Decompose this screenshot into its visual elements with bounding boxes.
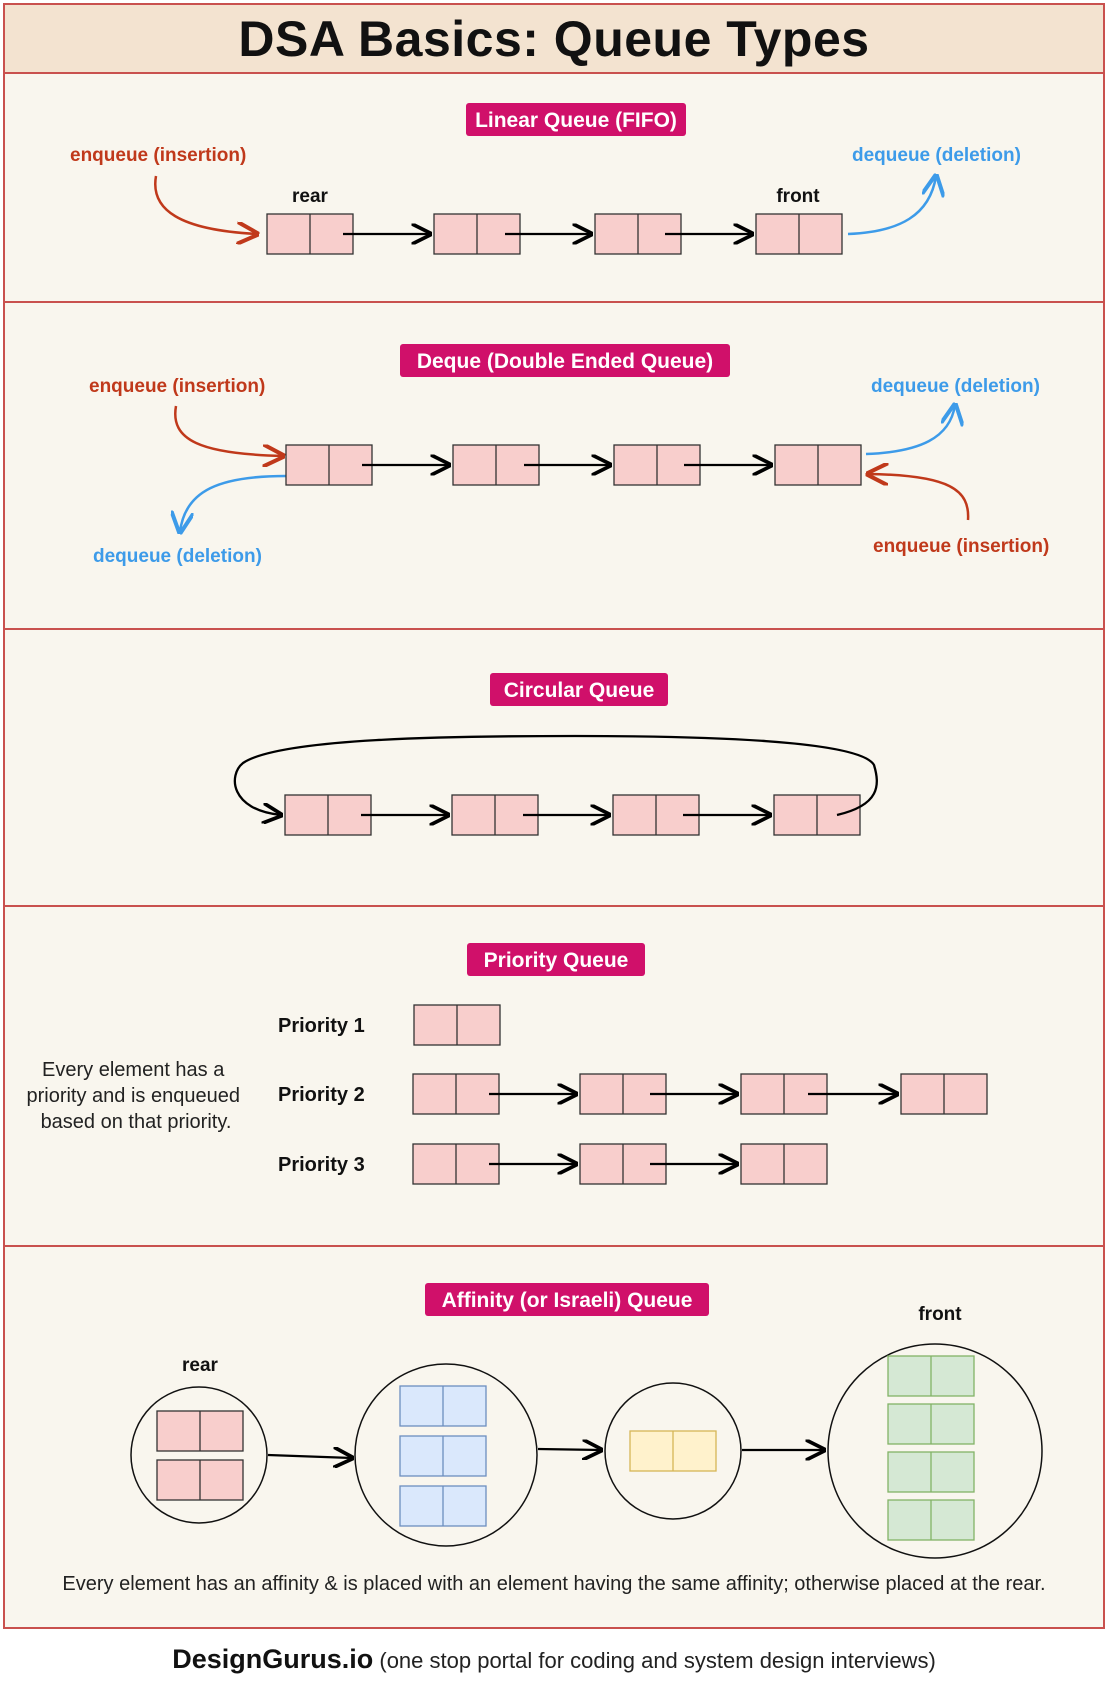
- deque-dequeue-right-label: dequeue (deletion): [871, 376, 1040, 397]
- section-dividers: [3, 301, 1105, 1247]
- circular-wrap-arrow: [233, 734, 878, 815]
- priority-row-label: Priority 2: [278, 1084, 365, 1106]
- deque-enqueue-right-arrow: [868, 474, 970, 521]
- priority-row-label: Priority 1: [278, 1015, 365, 1037]
- affinity-node: [887, 1355, 975, 1397]
- deque-title: Deque (Double Ended Queue): [417, 350, 713, 373]
- circular-node: [773, 794, 861, 836]
- deque-dequeue-left-label: dequeue (deletion): [93, 546, 262, 567]
- circular-queue-badge: [490, 673, 668, 706]
- deque-badge: [400, 344, 730, 377]
- section-circular-queue: Circular Queue: [233, 673, 878, 836]
- affinity-front-label: front: [918, 1304, 962, 1325]
- priority-queue-badge: [467, 943, 645, 976]
- affinity-queue-badge: [425, 1283, 709, 1316]
- priority-row-label: Priority 3: [278, 1154, 365, 1176]
- deque-dequeue-left-arrow: [180, 474, 287, 532]
- affinity-node: [399, 1485, 487, 1527]
- affinity-node: [887, 1403, 975, 1445]
- affinity-node: [629, 1430, 717, 1472]
- linear-enqueue-arrow: [154, 175, 257, 234]
- linear-dequeue-arrow: [847, 176, 936, 236]
- priority-node: [740, 1143, 828, 1185]
- deque-enqueue-left-label: enqueue (insertion): [89, 376, 265, 397]
- deque-enqueue-left-arrow: [174, 405, 283, 456]
- priority-node: [412, 1073, 500, 1115]
- footer-brand: DesignGurus.io: [172, 1644, 374, 1674]
- circular-node: [284, 794, 372, 836]
- linear-enqueue-label: enqueue (insertion): [70, 145, 246, 166]
- affinity-description: Every element has an affinity & is place…: [62, 1573, 1045, 1595]
- linear-rear-label: rear: [292, 186, 329, 207]
- priority-queue-title: Priority Queue: [484, 949, 629, 972]
- section-linear-queue: Linear Queue (FIFO) enqueue (insertion) …: [70, 103, 1021, 255]
- section-priority-queue: Priority Queue Every element has a prior…: [26, 943, 988, 1185]
- affinity-node: [399, 1385, 487, 1427]
- linear-node: [755, 213, 843, 255]
- deque-enqueue-right-label: enqueue (insertion): [873, 536, 1049, 557]
- priority-description: Every element has a priority and is enqu…: [26, 1059, 245, 1133]
- affinity-group-circle: [827, 1343, 1043, 1559]
- deque-node: [285, 444, 373, 486]
- deque-node: [774, 444, 862, 486]
- affinity-node: [887, 1499, 975, 1541]
- affinity-group-circle: [354, 1363, 538, 1547]
- queue-diagram: Linear Queue (FIFO) enqueue (insertion) …: [3, 103, 1105, 1595]
- affinity-queue-title: Affinity (or Israeli) Queue: [442, 1289, 693, 1312]
- footer: DesignGurus.io (one stop portal for codi…: [0, 1644, 1108, 1675]
- affinity-node: [399, 1435, 487, 1477]
- affinity-link-arrow: [267, 1455, 352, 1458]
- affinity-node: [156, 1410, 244, 1452]
- affinity-rear-label: rear: [182, 1355, 219, 1376]
- priority-node: [413, 1004, 501, 1046]
- linear-node: [266, 213, 354, 255]
- priority-description-line: based on that priority.: [41, 1111, 232, 1133]
- section-affinity-queue: Affinity (or Israeli) Queue rear front E…: [62, 1283, 1046, 1595]
- affinity-node: [156, 1459, 244, 1501]
- priority-description-line: priority and is enqueued: [26, 1085, 239, 1107]
- linear-queue-badge: [466, 103, 686, 136]
- affinity-node: [887, 1451, 975, 1493]
- circular-queue-title: Circular Queue: [504, 679, 655, 702]
- priority-node: [412, 1143, 500, 1185]
- priority-description-line: Every element has a: [42, 1059, 225, 1081]
- title-bar: DSA Basics: Queue Types: [3, 3, 1105, 74]
- linear-front-label: front: [776, 186, 820, 207]
- affinity-group-circle: [130, 1386, 268, 1524]
- deque-dequeue-right-arrow: [865, 405, 955, 456]
- linear-queue-title: Linear Queue (FIFO): [475, 109, 677, 132]
- section-deque: Deque (Double Ended Queue) enqueue (inse…: [89, 344, 1049, 567]
- affinity-group-circle: [604, 1382, 742, 1520]
- affinity-link-arrow: [537, 1449, 601, 1450]
- footer-tagline: (one stop portal for coding and system d…: [379, 1648, 936, 1673]
- linear-dequeue-label: dequeue (deletion): [852, 145, 1021, 166]
- priority-node: [900, 1073, 988, 1115]
- page-title: DSA Basics: Queue Types: [238, 10, 870, 67]
